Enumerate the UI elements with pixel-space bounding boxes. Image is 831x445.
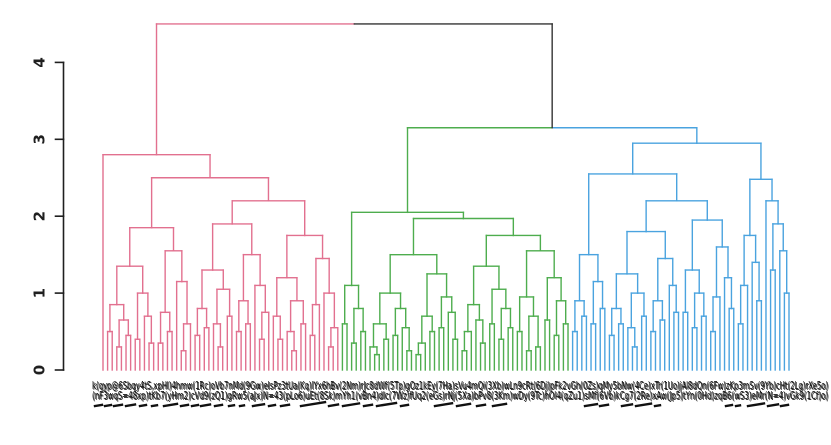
label-tail-dash — [124, 403, 137, 408]
label-tail-dash — [734, 403, 742, 408]
label-tail-dash — [766, 403, 780, 408]
label-tail-dash — [162, 402, 179, 408]
label-tail-dash — [93, 403, 104, 408]
label-tail-dash — [227, 403, 236, 408]
y-tick-label: 0 — [31, 365, 49, 375]
label-tail-dash — [279, 403, 291, 408]
label-tail-dash — [327, 403, 340, 408]
label-tail-dash — [598, 403, 610, 408]
label-tail-dash — [112, 403, 124, 408]
label-tail-dash — [299, 400, 327, 408]
label-tail-dash — [267, 403, 277, 408]
label-tail-dash — [475, 403, 487, 408]
leaf-labels-row1-shadow: k(qyp@6Sbqy4tS,xpHl)4hmw(1Rc)oVb7nMd(9Gw… — [93, 381, 829, 393]
y-tick-label: 1 — [31, 288, 49, 298]
label-tail-dash — [138, 403, 148, 408]
label-tail-dash — [362, 403, 374, 408]
leaf-labels-row2-shadow: (nF3wqS=48xp)tKb7(yHm2)cVd9(zQ1)gRw5(aJx… — [93, 391, 829, 403]
label-tail-dash — [199, 403, 212, 408]
label-tail-dash — [433, 401, 454, 408]
label-tail-dash — [779, 403, 790, 408]
y-axis: 0 1 2 3 4 — [31, 57, 65, 375]
y-tick-label: 4 — [31, 57, 49, 67]
label-tail-dash — [653, 403, 662, 408]
leaf-label-smear: k(qyp@6Sbqy4tS,xpHl)4hmw(1Rc)oVb7nMd(9Gw… — [92, 380, 829, 408]
label-tail-dash — [190, 403, 200, 408]
label-tail-dash — [238, 403, 246, 408]
leaf-labels-row2: (nF3wqS=48xp)tKb7(yHm2)cVd9(zQ1)gRw5(aJx… — [92, 390, 828, 402]
y-tick-label: 2 — [31, 211, 49, 221]
label-tail-dash — [150, 403, 159, 408]
label-tail-dash — [746, 402, 766, 408]
label-tail-dash — [620, 403, 634, 408]
label-tail-dash — [455, 402, 472, 408]
label-tail-dash — [103, 403, 113, 408]
label-tail-dash — [341, 402, 361, 408]
label-tail-dash — [179, 403, 190, 408]
label-tail-dash — [399, 403, 410, 408]
label-tail-dash — [213, 403, 224, 408]
label-tail-dash — [583, 402, 599, 408]
label-tail-dash — [375, 401, 398, 408]
label-tail-dash — [634, 402, 653, 408]
dendrogram-branches — [102, 23, 790, 371]
label-tail-dash — [491, 402, 508, 408]
label-tail-dash — [251, 402, 266, 408]
label-tail-dash — [724, 403, 734, 408]
leaf-labels-row1: k(qyp@6Sbqy4tS,xpHl)4hmw(1Rc)oVb7nMd(9Gw… — [92, 380, 828, 392]
y-tick-label: 3 — [31, 134, 49, 144]
